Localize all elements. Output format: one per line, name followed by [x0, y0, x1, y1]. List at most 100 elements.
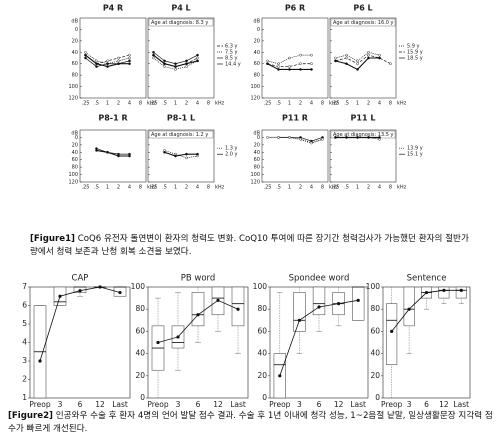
panel-frame — [79, 129, 147, 183]
hearing-point — [288, 56, 291, 60]
x-tick-label: .5 — [344, 185, 349, 191]
hearing-point — [128, 62, 131, 66]
hearing-point — [117, 62, 120, 66]
mean-point — [442, 288, 446, 292]
hearing-point — [378, 53, 381, 57]
hearing-point — [95, 149, 98, 152]
mean-point — [58, 294, 62, 298]
hearing-point — [356, 59, 359, 63]
hearing-point — [128, 59, 131, 63]
hearing-line — [96, 148, 130, 155]
x-tick-label: 1 — [174, 101, 177, 107]
y-tick-label: 80 — [254, 73, 260, 79]
y-tick-label: 80 — [135, 304, 145, 313]
panel-title: P11 L — [351, 114, 376, 123]
x-tick-label: .25 — [82, 185, 90, 191]
x-tick-label: 1 — [356, 185, 359, 191]
hearing-point — [128, 56, 131, 60]
hearing-point — [174, 154, 177, 158]
hearing-line — [153, 52, 198, 65]
box — [312, 286, 326, 316]
panel-frame — [329, 17, 397, 99]
x-tick-label: 4 — [310, 101, 313, 107]
annotation: Age at diagnosis: 16.0 y — [333, 20, 393, 26]
y-tick-label: 100 — [250, 84, 260, 90]
x-tick-label: 8 — [139, 185, 142, 191]
y-unit: dB — [253, 19, 260, 25]
x-tick-label: Last — [453, 400, 469, 409]
y-tick-label: 20 — [370, 371, 380, 380]
hearing-point — [106, 59, 109, 63]
x-tick-label: 3 — [176, 400, 181, 409]
x-tick-label: 4 — [196, 185, 199, 191]
y-tick-label: 60 — [72, 157, 78, 163]
hearing-point — [128, 53, 131, 57]
hearing-point — [389, 62, 392, 66]
hearing-point — [117, 56, 120, 60]
hearing-point — [288, 136, 291, 139]
legend-label: 18.5 y — [407, 56, 423, 62]
hearing-line — [335, 54, 391, 65]
panel-title: P4 R — [103, 4, 123, 13]
x-tick-label: 3 — [58, 400, 63, 409]
hearing-point — [288, 68, 291, 71]
x-tick-label: 6 — [78, 400, 83, 409]
hearing-point — [378, 56, 381, 60]
annotation-box — [330, 130, 396, 139]
x-tick-label: Preop — [147, 400, 169, 409]
hearing-point — [84, 53, 87, 57]
x-tick-label: Last — [112, 400, 128, 409]
hearing-point — [174, 65, 177, 68]
y-tick-label: 40 — [370, 349, 380, 358]
x-tick-label: 6 — [424, 400, 429, 409]
legend-label: 7.5 y — [225, 50, 238, 56]
y-tick-label: 40 — [257, 349, 267, 358]
mean-point — [356, 298, 360, 302]
y-tick-label: 100 — [253, 282, 268, 291]
hearing-point — [266, 136, 269, 139]
x-tick-label: 1 — [288, 185, 291, 191]
hearing-line — [267, 136, 323, 144]
x-tick-label: .5 — [94, 185, 99, 191]
mean-point — [196, 313, 200, 317]
box — [191, 292, 205, 327]
hearing-point — [345, 56, 348, 60]
hearing-point — [334, 56, 337, 60]
x-tick-label: .25 — [150, 185, 158, 191]
mean-point — [38, 359, 42, 363]
panel-title: P11 R — [282, 114, 308, 123]
hearing-point — [106, 62, 109, 66]
y-tick-label: 20 — [257, 371, 267, 380]
hearing-point — [106, 65, 109, 68]
y-tick-label: 60 — [72, 61, 78, 67]
x-tick-label: 8 — [389, 101, 392, 107]
x-tick-label: .25 — [264, 101, 272, 107]
hearing-point — [185, 62, 188, 66]
legend-label: 13.9 y — [407, 146, 423, 152]
hearing-point — [277, 62, 280, 66]
mean-point — [156, 340, 160, 345]
x-tick-label: 6 — [196, 400, 201, 409]
x-tick-label: Preop — [381, 400, 403, 409]
hearing-point — [95, 59, 98, 63]
hearing-point — [196, 59, 199, 63]
hearing-point — [266, 62, 269, 66]
hearing-point — [128, 154, 131, 158]
panel-frame — [147, 129, 215, 183]
mean-point — [424, 290, 429, 295]
mean-point — [236, 307, 240, 311]
x-tick-label: .25 — [82, 101, 90, 107]
hearing-point — [163, 65, 166, 68]
hearing-point — [196, 53, 199, 57]
x-tick-label: .25 — [332, 101, 340, 107]
hearing-point — [334, 136, 337, 139]
hearing-point — [277, 65, 280, 68]
hearing-line — [153, 57, 198, 70]
mean-point — [176, 335, 180, 339]
panel-frame — [329, 129, 397, 183]
x-tick-label: 4 — [128, 185, 131, 191]
hearing-point — [277, 68, 280, 71]
y-tick-label: 80 — [72, 73, 78, 79]
annotation-box — [148, 130, 214, 139]
